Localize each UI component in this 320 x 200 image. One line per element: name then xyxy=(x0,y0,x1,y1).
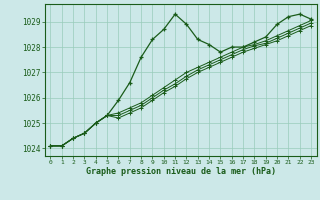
X-axis label: Graphe pression niveau de la mer (hPa): Graphe pression niveau de la mer (hPa) xyxy=(86,167,276,176)
